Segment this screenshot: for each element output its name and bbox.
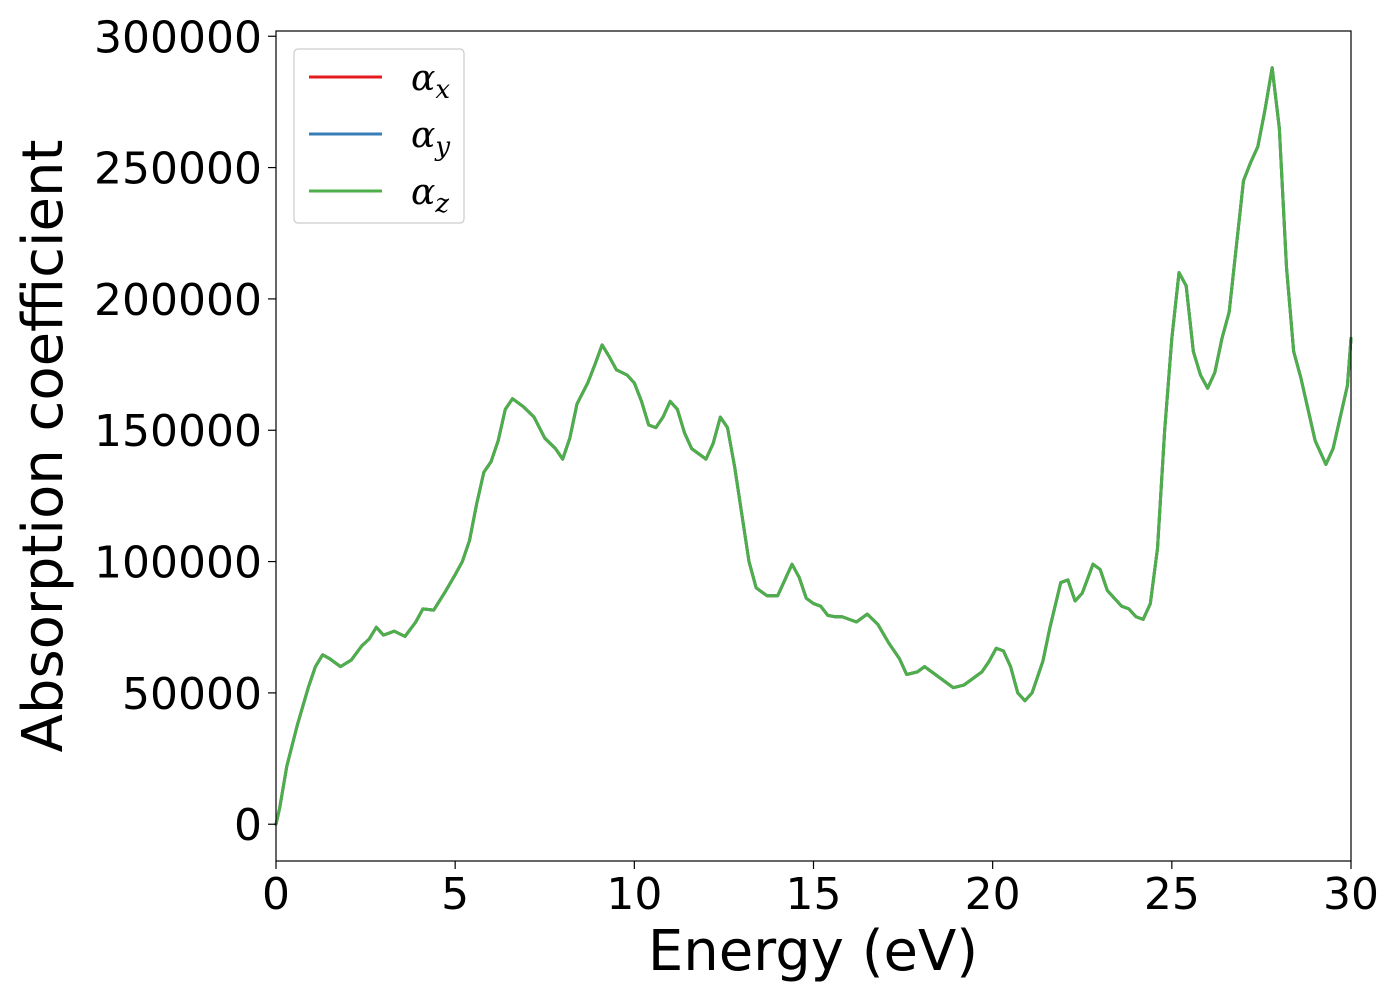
y-tick-label: 0 [234, 800, 262, 851]
y-tick-label: 300000 [94, 12, 262, 63]
x-tick-label: 15 [786, 869, 842, 920]
y-axis-title: Absorption coefficient [11, 140, 76, 753]
y-tick-label: 50000 [122, 669, 262, 720]
legend-box [293, 48, 465, 224]
y-axis-ticks: 0 50000 100000 150000 200000 250000 300000 [94, 12, 276, 851]
series-layer [274, 66, 1353, 826]
y-tick-label: 100000 [94, 538, 262, 589]
y-tick-label: 250000 [94, 144, 262, 195]
series-line-3 [274, 66, 1353, 826]
y-tick-label: 150000 [94, 406, 262, 457]
x-tick-label: 30 [1323, 869, 1379, 920]
x-tick-label: 5 [441, 869, 469, 920]
x-axis-ticks: 0 5 10 15 20 25 30 [262, 861, 1379, 920]
x-tick-label: 20 [965, 869, 1021, 920]
y-tick-label: 200000 [94, 275, 262, 326]
x-tick-label: 0 [262, 869, 290, 920]
x-tick-label: 25 [1144, 869, 1200, 920]
x-tick-label: 10 [606, 869, 662, 920]
x-axis-title: Energy (eV) [648, 919, 978, 984]
